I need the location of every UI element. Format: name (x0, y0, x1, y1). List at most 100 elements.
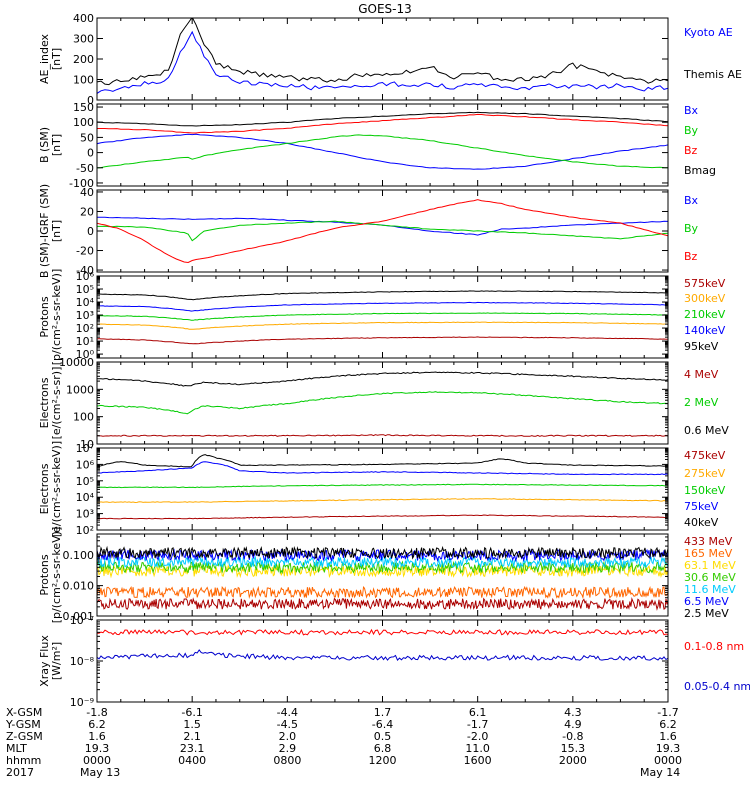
series-line-bmag (97, 111, 668, 127)
axis-row-value: 0800 (273, 754, 301, 767)
axis-row-value: 2.0 (279, 730, 297, 743)
series-line-433-mev (97, 596, 668, 611)
axis-row-label-mlt: MLT (6, 742, 27, 755)
y-tick-label: 10² (76, 524, 94, 537)
legend-by: By (684, 222, 699, 235)
axis-row-label-hhmm: hhmm (6, 754, 41, 767)
axis-row-value: -2.0 (467, 730, 488, 743)
series-line-bz (97, 199, 668, 264)
panel-2: Bx By Bz Bmag -100 -50 0 50 100 150 B (SM)[nT] (38, 101, 716, 190)
axis-row-value: 1.6 (659, 730, 677, 743)
y-tick-label: 10⁶ (76, 458, 95, 471)
legend-themis-ae: Themis AE (683, 68, 742, 81)
series-line-95kev (97, 290, 668, 301)
y-tick-label: 20 (80, 205, 94, 218)
y-tick-label: 10⁶ (76, 270, 95, 283)
legend-300kev: 300keV (684, 292, 726, 305)
axis-row-value: 6.2 (88, 718, 106, 731)
date-end-label: May 14 (640, 766, 680, 779)
y-tick-label: 10⁰ (76, 348, 95, 361)
y-tick-label: 10000 (59, 356, 94, 369)
panel-3: Bx By Bz -40 -20 0 20 40 B (SM)-IGRF (SM)[nT] (38, 184, 699, 278)
axis-row-value: 6.8 (374, 742, 392, 755)
y-axis-label: AE_index[nT] (38, 33, 63, 84)
y-axis-label: B (SM)[nT] (38, 127, 63, 163)
axis-row-value: 0000 (83, 754, 111, 767)
y-tick-label: -100 (69, 177, 94, 190)
series-line-11-6-mev (97, 555, 668, 570)
y-tick-label: 10⁻⁸ (70, 655, 95, 668)
axis-row-value: 11.0 (465, 742, 490, 755)
axis-row-value: 1600 (464, 754, 492, 767)
panel-frame (96, 275, 669, 359)
y-axis-label: Electrons[e/(cm²-s-sr)] (38, 367, 63, 440)
axis-row-value: -1.7 (657, 706, 678, 719)
legend-63-1-mev: 63.1 MeV (684, 559, 736, 572)
panel-1: Kyoto AE Themis AE 0 100 200 300 400 AE_index[n… (38, 12, 742, 107)
legend-bz: Bz (684, 144, 698, 157)
axis-row-value: 0400 (178, 754, 206, 767)
series-line-4-mev (97, 434, 668, 437)
y-axis-label: B (SM)-IGRF (SM)[nT] (38, 184, 63, 278)
legend-165-mev: 165 MeV (684, 547, 733, 560)
y-tick-label: 100 (73, 411, 94, 424)
y-tick-label: 0.001 (63, 610, 95, 623)
legend-bmag: Bmag (684, 164, 716, 177)
y-axis-label: Electrons[e/(cm²-s-sr-keV)] (38, 441, 63, 537)
y-tick-label: 10⁴ (76, 491, 95, 504)
series-line-150kev (97, 483, 668, 489)
legend-210kev: 210keV (684, 308, 726, 321)
y-tick-label: 10 (80, 438, 94, 451)
series-line-75kev (97, 461, 668, 476)
series-line-kyoto-ae (97, 30, 668, 94)
plot-title: GOES-13 (358, 2, 412, 16)
panel-frame (96, 189, 669, 273)
series-line-575kev (97, 336, 668, 345)
panel-8: 0.1-0.8 nm 0.05-0.4 nm 10⁻⁹ 10⁻⁸ 10⁻⁷ Xray Fl… (38, 614, 750, 709)
axis-row-value: 0000 (654, 754, 682, 767)
y-tick-label: -50 (76, 162, 94, 175)
legend-0-6-mev: 0.6 MeV (684, 424, 729, 437)
legend-11-6-mev: 11.6 MeV (684, 583, 736, 596)
axis-row-value: -0.8 (562, 730, 583, 743)
axis-row-value: -4.5 (277, 718, 298, 731)
legend-575kev: 575keV (684, 277, 726, 290)
legend-bx: Bx (684, 194, 699, 207)
legend-by: By (684, 124, 699, 137)
legend-bx: Bx (684, 104, 699, 117)
series-line-themis-ae (97, 18, 668, 86)
legend-433-mev: 433 MeV (684, 535, 733, 548)
series-line-2-5-mev (97, 545, 668, 560)
legend-30-6-mev: 30.6 MeV (684, 571, 736, 584)
y-tick-label: 10⁻⁹ (70, 696, 94, 709)
axis-row-label-x-gsm: X-GSM (6, 706, 42, 719)
axis-row-value: 2.1 (183, 730, 201, 743)
y-tick-label: 0 (87, 225, 94, 238)
y-tick-label: 10³ (76, 508, 94, 521)
legend-475kev: 475keV (684, 449, 726, 462)
y-axis-label: Protons[p/(cm²-s-sr-keV)] (38, 527, 63, 624)
axis-row-value: 23.1 (180, 742, 205, 755)
axis-row-label-z-gsm: Z-GSM (6, 730, 43, 743)
legend-4-mev: 4 MeV (684, 368, 719, 381)
panel-4: 575keV300keV210keV140keV95keV10⁰10¹10²10… (38, 269, 726, 366)
axis-row-value: 1.5 (183, 718, 201, 731)
series-line-275kev (97, 498, 668, 504)
y-tick-label: 40 (80, 186, 94, 199)
legend-2-mev: 2 MeV (684, 396, 719, 409)
series-line-0-6-mev (97, 371, 668, 387)
legend-140kev: 140keV (684, 324, 726, 337)
axis-row-value: 0.5 (374, 730, 392, 743)
series-line-bx (97, 133, 668, 170)
axis-row-value: 1.6 (88, 730, 106, 743)
y-tick-label: 0.010 (63, 580, 95, 593)
y-tick-label: 100 (73, 74, 94, 87)
y-tick-label: 10⁴ (76, 296, 95, 309)
date-start-label: May 13 (80, 766, 120, 779)
series-line-0-05-0-4-nm (97, 649, 668, 661)
y-tick-label: 0 (87, 94, 94, 107)
y-tick-label: 10¹ (76, 335, 94, 348)
axis-row-value: 6.1 (469, 706, 487, 719)
axis-row-value: 1.7 (374, 706, 392, 719)
